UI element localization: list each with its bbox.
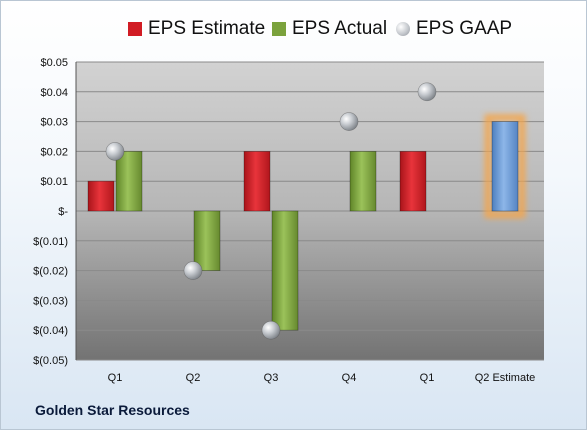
y-tick-label: $0.04 <box>40 87 68 99</box>
bar-eps-actual <box>349 150 377 212</box>
gaap-marker <box>261 320 281 340</box>
legend-swatch-estimate <box>128 22 142 36</box>
legend-item-actual: EPS Actual <box>272 14 387 44</box>
bar-eps-estimate <box>399 150 427 212</box>
y-tick-label: $(0.04) <box>33 325 68 337</box>
legend-label-estimate: EPS Estimate <box>148 18 266 39</box>
bar-eps-estimate <box>243 150 271 212</box>
gaap-markers <box>105 82 437 340</box>
x-tick-label: Q2 Estimate <box>475 372 536 384</box>
x-tick-label: Q4 <box>342 372 357 384</box>
legend-swatch-actual <box>272 22 286 36</box>
x-tick-label: Q2 <box>186 372 201 384</box>
legend-item-gaap: EPS GAAP <box>396 14 512 44</box>
estimate-bar-glow <box>484 114 526 219</box>
legend-label-gaap: EPS GAAP <box>416 18 513 39</box>
y-tick-label: $0.02 <box>40 146 68 158</box>
x-tick-label: Q3 <box>264 372 279 384</box>
y-tick-label: $- <box>58 206 68 218</box>
company-name: Golden Star Resources <box>35 402 190 418</box>
x-tick-label: Q1 <box>108 372 123 384</box>
legend-item-estimate: EPS Estimate <box>128 14 265 44</box>
x-axis: Q1 Q2 Q3 Q4 Q1 Q2 Estimate <box>108 372 536 384</box>
x-tick-label: Q1 <box>420 372 435 384</box>
y-tick-label: $0.03 <box>40 117 68 129</box>
gaap-marker <box>417 82 437 102</box>
y-tick-label: $(0.01) <box>33 236 68 248</box>
gridlines <box>75 61 544 361</box>
y-tick-label: $0.05 <box>40 57 68 69</box>
bars <box>87 114 526 331</box>
bar-eps-actual <box>115 150 143 212</box>
y-tick-label: $0.01 <box>40 176 68 188</box>
y-tick-label: $(0.02) <box>33 266 68 278</box>
gaap-marker <box>183 261 203 280</box>
bar-eps-estimate <box>87 180 115 212</box>
legend-label-actual: EPS Actual <box>292 18 388 39</box>
y-tick-label: $(0.05) <box>33 355 68 367</box>
bar-q2-estimate <box>491 121 519 212</box>
bar-eps-actual <box>271 210 299 331</box>
legend-swatch-gaap <box>396 22 410 36</box>
y-tick-label: $(0.03) <box>33 295 68 307</box>
y-axis: $0.05 $0.04 $0.03 $0.02 $0.01 $- $(0.01) $(0.02… <box>33 57 68 367</box>
chart-legend: EPS Estimate EPS Actual EPS GAAP <box>0 14 587 44</box>
gaap-marker <box>339 112 359 131</box>
bar-eps-actual <box>193 210 221 271</box>
gaap-marker <box>105 142 125 161</box>
